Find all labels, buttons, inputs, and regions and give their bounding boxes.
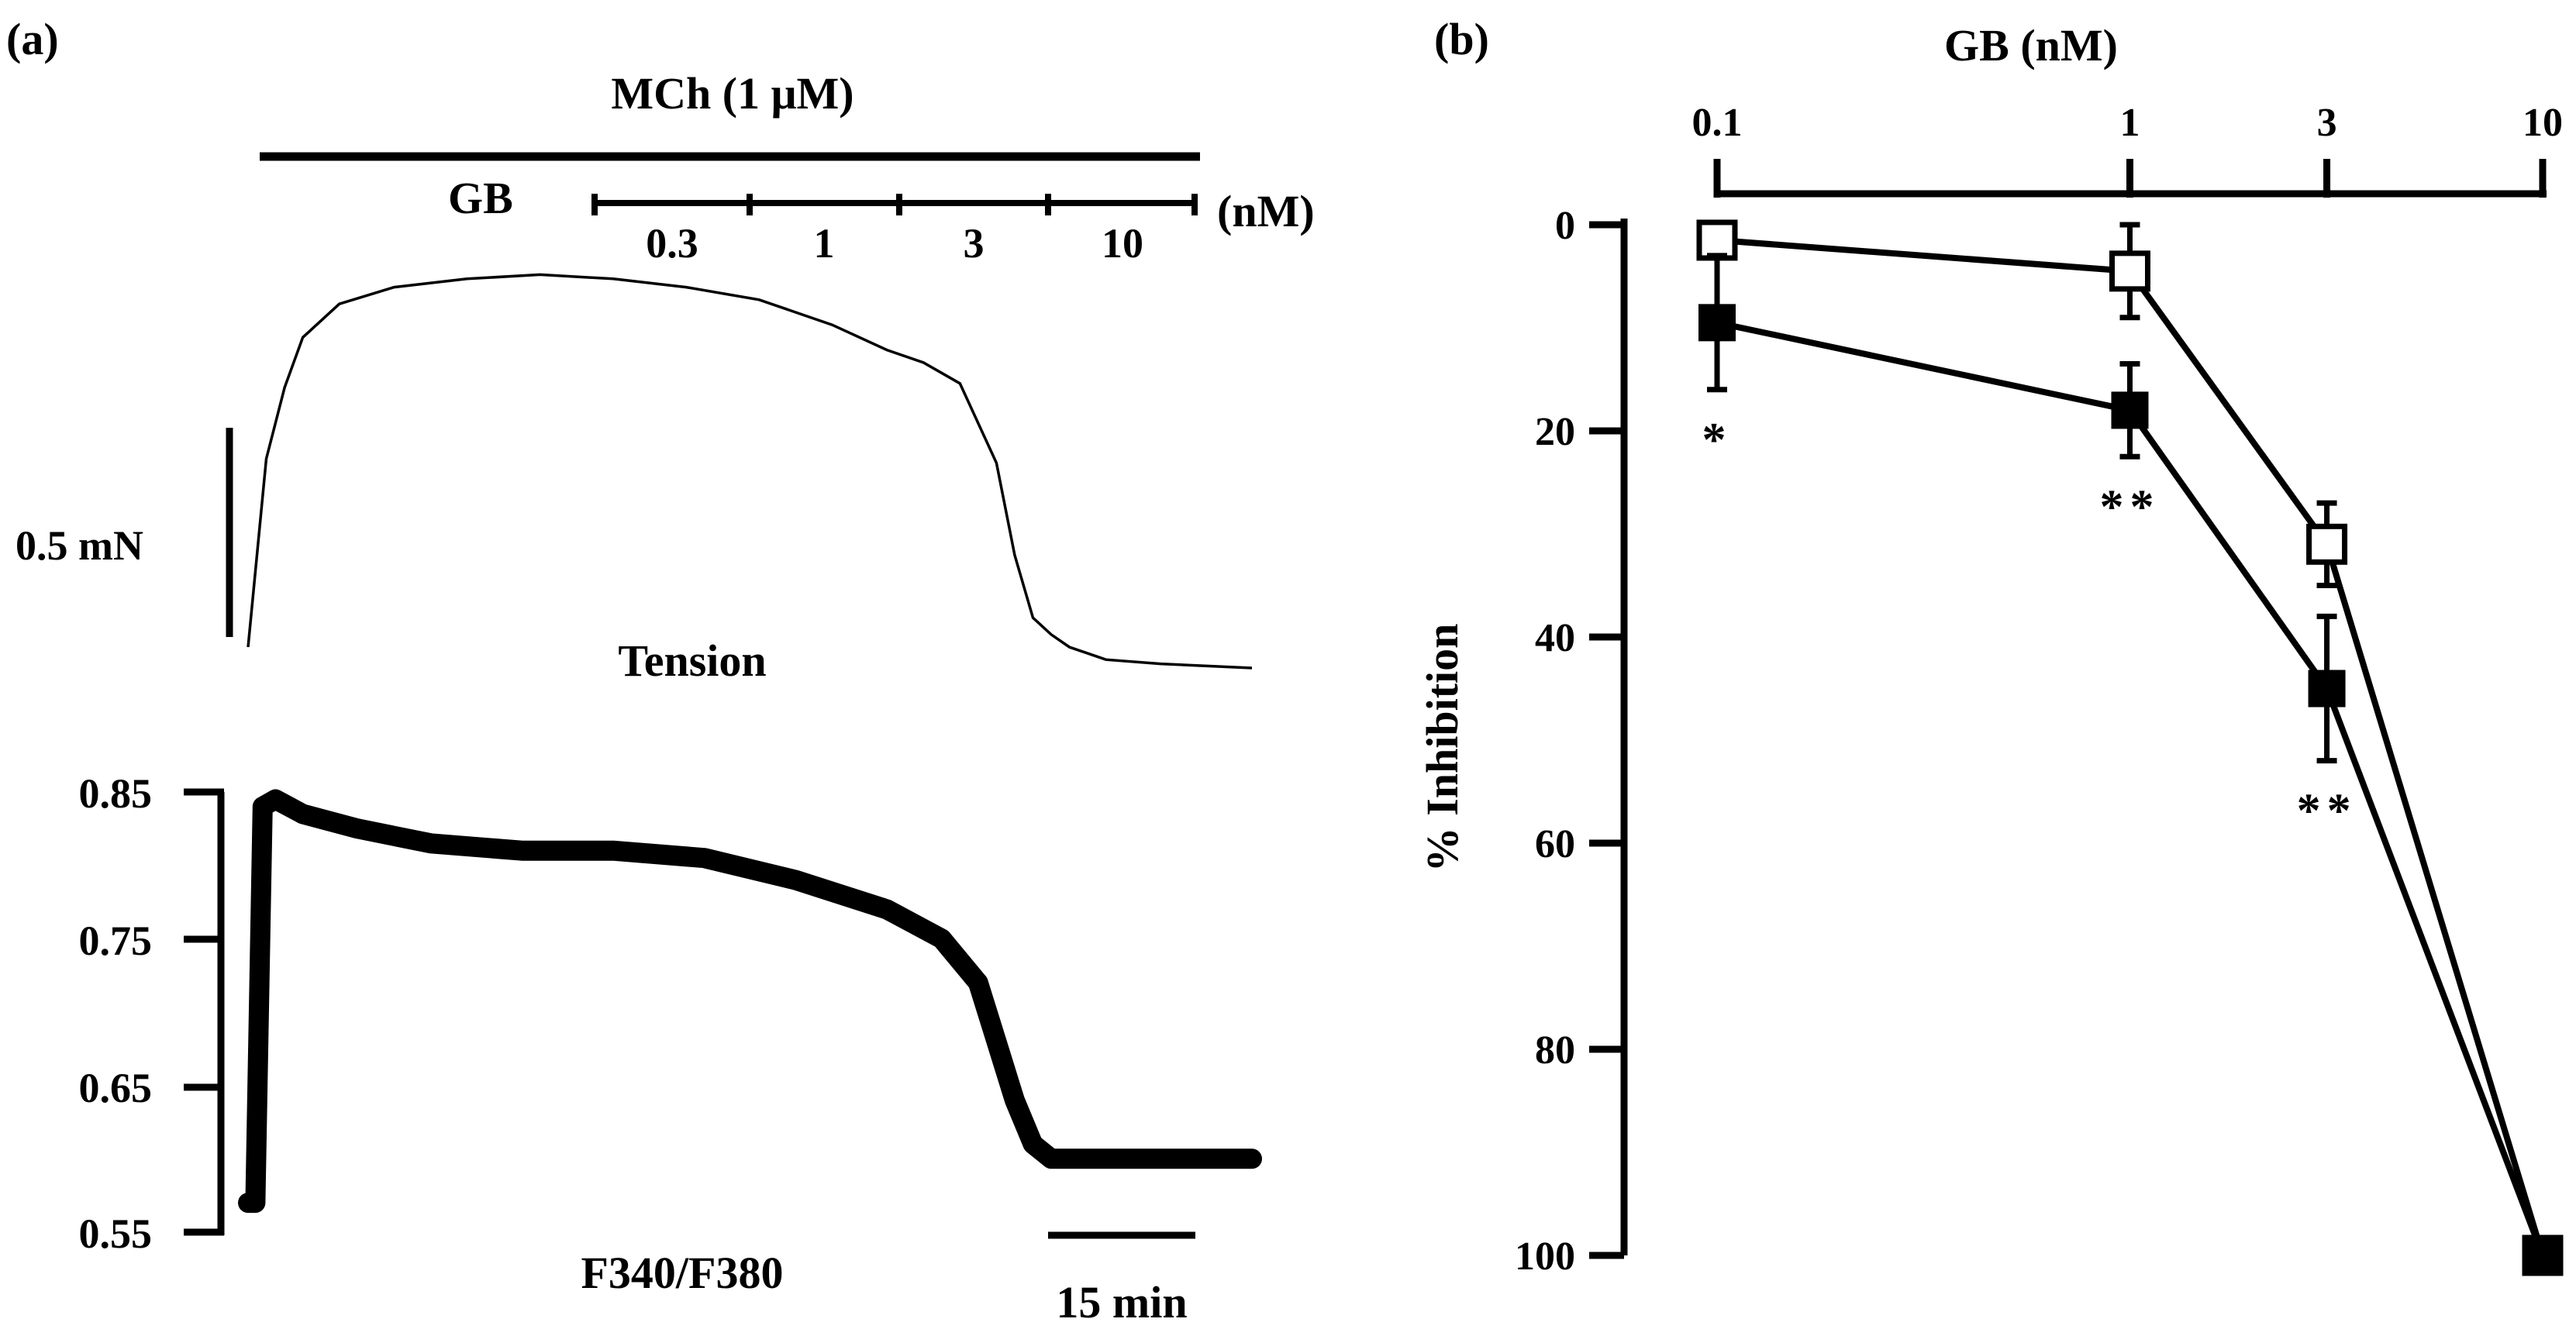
ratio-tick-label: 0.85 [79,770,153,817]
tension-scale-label: 0.5 mN [16,522,143,569]
gb-conc-label: 10 [1102,220,1143,267]
y-tick-label: 60 [1535,822,1575,866]
open-square-marker [2109,250,2150,292]
y-tick-label: 40 [1535,616,1575,660]
series-line [1716,236,2546,1257]
filled-square-marker [2524,1237,2561,1274]
gb-conc-label: 3 [964,220,985,267]
significance-marker: ** [2100,480,2160,533]
gb-unit-label: (nM) [1217,186,1315,236]
ratio-trace [238,789,1262,1214]
open-square-marker [2306,523,2348,565]
gb-label: GB [448,173,513,223]
x-tick-label: 3 [2317,101,2337,145]
series-layer [1696,219,2564,1276]
tension-trace [247,273,1253,670]
ratio-label: F340/F380 [581,1248,784,1298]
tension-label: Tension [618,635,766,686]
filled-square-marker [1698,304,1736,342]
y-tick-label: 20 [1535,410,1575,454]
y-tick-label: 0 [1555,204,1575,248]
y-axis-ticks: 0 20 40 60 80 100 [1515,204,1624,1279]
x-tick-label: 1 [2120,101,2140,145]
filled-square-marker [2111,391,2149,429]
open-square-marker [1696,219,1738,261]
significance-marker: * [1702,414,1733,467]
gb-conc-label: 0.3 [646,220,698,267]
mch-label: MCh (1 μM) [611,68,853,119]
y-tick-label: 100 [1515,1234,1575,1279]
series-line [1716,319,2546,1257]
x-tick-label: 0.1 [1692,101,1743,145]
ratio-tick-label: 0.65 [79,1065,153,1111]
filled-square-marker [2308,670,2346,708]
gb-conc-label: 1 [814,220,835,267]
significance-marker: ** [2297,785,2357,838]
ratio-tick-label: 0.55 [79,1210,153,1257]
x-axis-ticks: 0.1 1 3 10 [1692,101,2563,198]
ratio-tick-label: 0.75 [79,918,153,964]
x-axis-title: GB (nM) [1944,20,2118,71]
y-axis-title: % Inhibition [1417,624,1467,873]
panel-a-label: (a) [6,14,59,64]
y-tick-label: 80 [1535,1028,1575,1073]
significance-layer: ***** [1702,414,2357,838]
x-tick-label: 10 [2523,101,2563,145]
panel-b-label: (b) [1434,14,1489,64]
time-scale-label: 15 min [1056,1277,1187,1327]
